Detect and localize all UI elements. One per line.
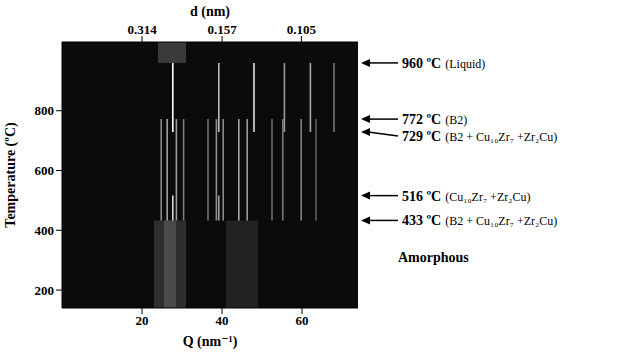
svg-text:600: 600 bbox=[35, 163, 55, 178]
svg-text:200: 200 bbox=[35, 283, 55, 298]
svg-text:400: 400 bbox=[35, 223, 55, 238]
svg-text:20: 20 bbox=[136, 313, 149, 328]
svg-text:0.105: 0.105 bbox=[287, 22, 317, 37]
svg-text:516 ºC(Cu₁₀Zr₇ +Zr₂Cu): 516 ºC(Cu₁₀Zr₇ +Zr₂Cu) bbox=[402, 189, 530, 204]
svg-text:0.314: 0.314 bbox=[127, 22, 157, 37]
svg-text:729 ºC(B2 + Cu₁₀Zr₇ +Zr₂Cu): 729 ºC(B2 + Cu₁₀Zr₇ +Zr₂Cu) bbox=[402, 129, 557, 144]
svg-text:960 ºC(Liquid): 960 ºC(Liquid) bbox=[402, 56, 485, 71]
svg-text:433 ºC(B2 + Cu₁₀Zr₇ +Zr₂Cu): 433 ºC(B2 + Cu₁₀Zr₇ +Zr₂Cu) bbox=[402, 213, 557, 228]
svg-text:772 ºC(B2): 772 ºC(B2) bbox=[402, 112, 467, 127]
svg-text:Temperature (ºC): Temperature (ºC) bbox=[3, 122, 19, 228]
svg-text:40: 40 bbox=[216, 313, 229, 328]
svg-text:Amorphous: Amorphous bbox=[398, 250, 469, 265]
svg-text:d (nm): d (nm) bbox=[190, 4, 230, 20]
svg-text:60: 60 bbox=[296, 313, 309, 328]
svg-text:Q (nm⁻¹): Q (nm⁻¹) bbox=[183, 334, 238, 350]
svg-text:800: 800 bbox=[35, 103, 55, 118]
svg-text:0.157: 0.157 bbox=[207, 22, 237, 37]
